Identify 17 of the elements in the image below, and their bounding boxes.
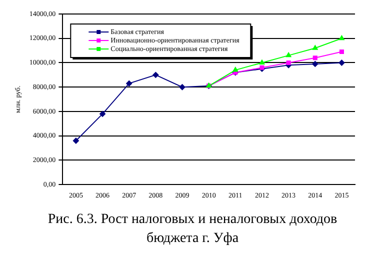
point	[259, 60, 265, 64]
point	[260, 65, 264, 70]
point	[312, 45, 318, 50]
point	[179, 84, 186, 90]
point	[232, 67, 238, 72]
point	[338, 60, 345, 66]
point	[339, 50, 344, 54]
point	[339, 35, 344, 40]
point	[286, 60, 291, 66]
point	[312, 56, 318, 60]
point	[100, 110, 106, 117]
point	[72, 138, 79, 144]
text: Рис. 6.3. Рост налоговых и неналоговых доходов бюджета г. Уфа	[46, 211, 338, 248]
point	[126, 80, 132, 86]
point	[286, 52, 292, 58]
point	[312, 60, 318, 67]
point	[152, 72, 159, 78]
